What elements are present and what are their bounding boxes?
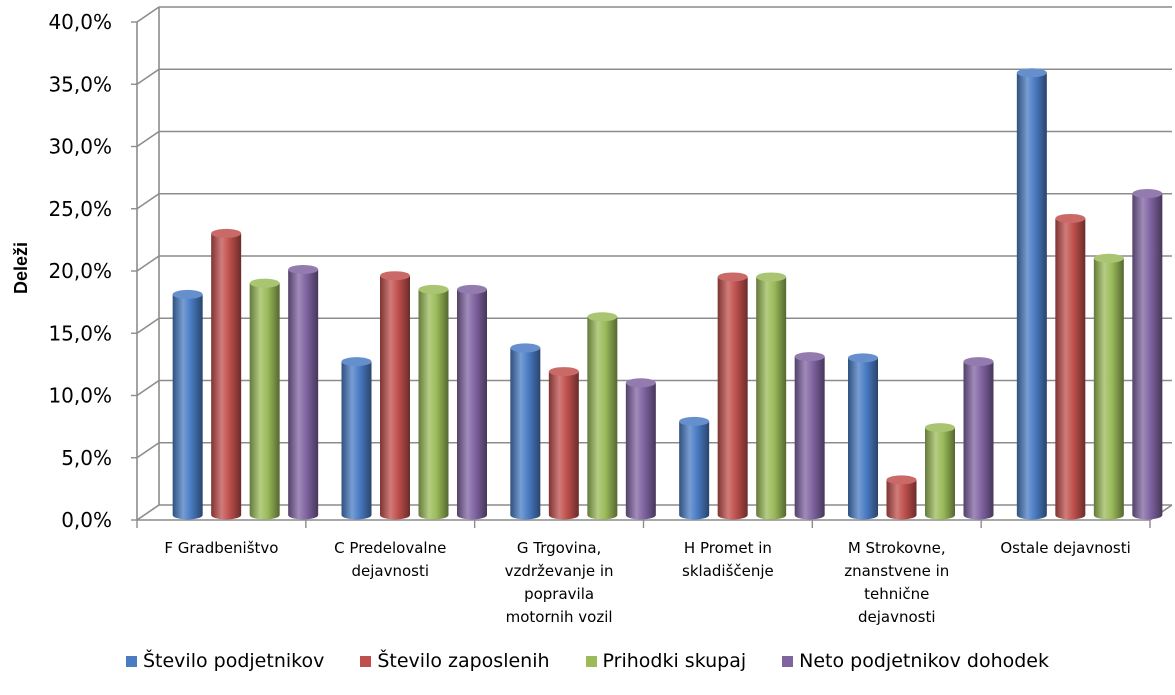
gridline-connector bbox=[136, 255, 160, 272]
bar bbox=[457, 284, 487, 520]
x-category-label: G Trgovina, vzdrževanje in popravila motorn… bbox=[505, 539, 614, 626]
bar bbox=[587, 312, 618, 520]
legend-label: Število zaposlenih bbox=[377, 650, 550, 672]
legend-item: Prihodki skupaj bbox=[585, 650, 747, 672]
bar bbox=[510, 343, 541, 520]
x-category-label: M Strokovne, znanstvene in tehnične dejavno… bbox=[844, 539, 949, 626]
bar bbox=[548, 367, 579, 520]
bar bbox=[1132, 189, 1163, 520]
chart-legend: Število podjetnikov Število zaposlenih Pri… bbox=[0, 650, 1175, 672]
bar bbox=[172, 289, 203, 520]
y-tick-labels: 0,0% 5,0% 10,0% 15,0% 20,0% 25,0% 30,0% 35,0% 40… bbox=[48, 10, 112, 532]
y-tick-label: 30,0% bbox=[48, 135, 112, 159]
gridline-connector bbox=[136, 68, 160, 85]
legend-item: Število podjetnikov bbox=[125, 650, 325, 672]
x-category-label: C Predelovalne dejavnosti bbox=[334, 539, 446, 580]
legend-label: Število podjetnikov bbox=[142, 650, 325, 672]
gridline-connector bbox=[136, 379, 160, 397]
bar bbox=[717, 272, 748, 520]
x-category-label: F Gradbeništvo bbox=[164, 539, 278, 557]
bar bbox=[380, 271, 410, 520]
bar bbox=[1016, 68, 1047, 520]
gridline-connector bbox=[136, 504, 160, 521]
y-tick-label: 20,0% bbox=[48, 259, 112, 283]
gridline-connector bbox=[136, 317, 160, 334]
bar bbox=[211, 228, 242, 520]
bar bbox=[249, 278, 280, 520]
bar bbox=[1055, 213, 1086, 520]
bar-chart: 0,0% 5,0% 10,0% 15,0% 20,0% 25,0% 30,0% 35,0% 40… bbox=[11, 6, 1173, 626]
legend-label: Prihodki skupaj bbox=[602, 650, 747, 672]
chart-bars bbox=[172, 68, 1163, 520]
bar bbox=[963, 357, 994, 520]
chart-gridlines bbox=[136, 6, 1172, 521]
bar bbox=[794, 352, 825, 520]
legend-swatch bbox=[782, 655, 794, 667]
legend-label: Neto podjetnikov dohodek bbox=[799, 650, 1049, 672]
gridline-connector bbox=[136, 130, 160, 148]
legend-swatch bbox=[585, 655, 597, 667]
bar bbox=[925, 423, 955, 520]
y-tick-label: 40,0% bbox=[48, 10, 112, 34]
x-category-label: H Promet in skladiščenje bbox=[682, 539, 774, 580]
bar bbox=[625, 378, 656, 520]
bar bbox=[848, 353, 878, 520]
gridline-connector bbox=[136, 442, 160, 459]
bar bbox=[679, 416, 710, 520]
bar bbox=[886, 475, 917, 520]
legend-item: Neto podjetnikov dohodek bbox=[782, 650, 1049, 672]
bar bbox=[341, 357, 372, 520]
y-tick-label: 10,0% bbox=[48, 384, 112, 408]
x-category-labels: F Gradbeništvo C Predelovalne dejavnosti G … bbox=[164, 539, 1130, 626]
bar bbox=[418, 284, 449, 520]
y-axis-title: Deleži bbox=[11, 242, 31, 294]
y-tick-label: 5,0% bbox=[61, 446, 112, 470]
y-tick-label: 15,0% bbox=[48, 321, 112, 345]
y-tick-label: 0,0% bbox=[61, 508, 112, 532]
bar bbox=[1093, 253, 1124, 520]
y-tick-label: 25,0% bbox=[48, 197, 112, 221]
x-category-label: Ostale dejavnosti bbox=[1000, 539, 1130, 557]
bar bbox=[756, 272, 787, 520]
gridline-connector bbox=[136, 193, 160, 210]
bar bbox=[288, 264, 319, 520]
y-tick-label: 35,0% bbox=[48, 72, 112, 96]
legend-swatch bbox=[125, 655, 137, 667]
legend-swatch bbox=[360, 655, 372, 667]
gridline-connector bbox=[136, 6, 160, 23]
legend-item: Število zaposlenih bbox=[360, 650, 550, 672]
